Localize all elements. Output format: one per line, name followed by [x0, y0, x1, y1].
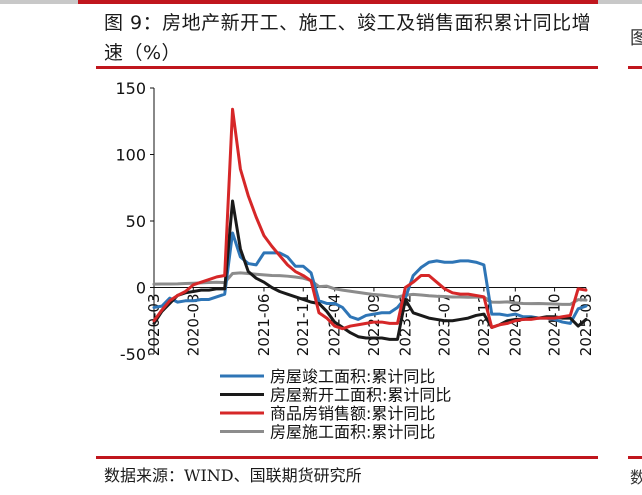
x-tick-label: 2024-05 [506, 294, 524, 357]
y-tick-label: 0 [136, 279, 146, 298]
x-tick-label: 2023-07 [436, 294, 454, 357]
y-ticks: -50 0 50 100 150 [115, 79, 154, 364]
adjacent-source-fragment: 数 [630, 468, 642, 487]
legend-label: 房屋施工面积:累计同比 [270, 423, 435, 442]
y-tick-label: 150 [115, 79, 146, 98]
figure-title: 图 9：房地产新开工、施工、竣工及销售面积累计同比增速（%） [104, 12, 592, 64]
top-red-bar [78, 0, 598, 4]
title-rule [96, 66, 598, 69]
adjacent-title-rule [628, 66, 642, 69]
x-tick-label: 2021-11 [294, 294, 312, 357]
x-tick-label: 2021-06 [255, 294, 273, 357]
adjacent-source-rule [628, 456, 642, 459]
chart-legend: 房屋竣工面积:累计同比房屋新开工面积:累计同比商品房销售额:累计同比房屋施工面积… [220, 367, 451, 442]
legend-label: 房屋新开工面积:累计同比 [270, 386, 451, 405]
series-lines [152, 107, 588, 341]
adjacent-figure-title-fragment: 图 [630, 28, 642, 49]
legend-label: 商品房销售额:累计同比 [270, 404, 435, 423]
legend-label: 房屋竣工面积:累计同比 [270, 367, 435, 386]
data-source-note: 数据来源：WIND、国联期货研究所 [104, 466, 362, 485]
x-tick-label: 2020-08 [184, 294, 202, 357]
y-tick-label: -50 [120, 345, 146, 364]
y-tick-label: 100 [115, 146, 146, 165]
x-tick-label: 2024-10 [546, 293, 564, 356]
x-tick-label: 2022-09 [365, 294, 383, 357]
series-line-3 [152, 107, 588, 331]
source-rule [96, 456, 598, 459]
y-tick-label: 50 [126, 212, 146, 231]
